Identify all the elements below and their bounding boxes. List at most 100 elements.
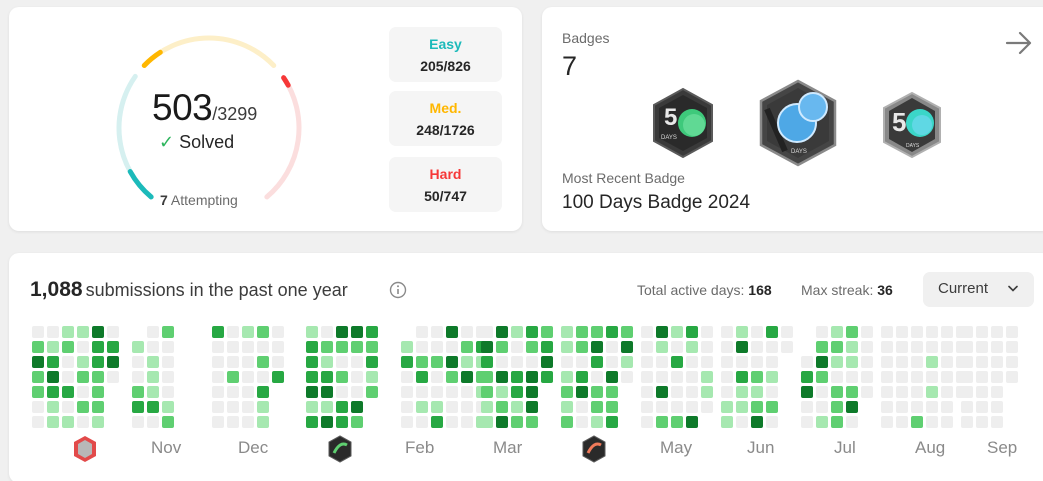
heatmap-day-cell[interactable] (766, 371, 778, 383)
heatmap-day-cell[interactable] (366, 386, 378, 398)
heatmap-day-cell[interactable] (831, 401, 843, 413)
heatmap-day-cell[interactable] (147, 341, 159, 353)
heatmap-day-cell[interactable] (541, 356, 553, 368)
heatmap-day-cell[interactable] (107, 341, 119, 353)
heatmap-day-cell[interactable] (511, 386, 523, 398)
heatmap-day-cell[interactable] (671, 401, 683, 413)
heatmap-day-cell[interactable] (926, 356, 938, 368)
heatmap-day-cell[interactable] (591, 326, 603, 338)
heatmap-day-cell[interactable] (896, 386, 908, 398)
heatmap-day-cell[interactable] (941, 356, 953, 368)
heatmap-day-cell[interactable] (751, 416, 763, 428)
heatmap-day-cell[interactable] (976, 401, 988, 413)
heatmap-day-cell[interactable] (621, 326, 633, 338)
heatmap-day-cell[interactable] (831, 371, 843, 383)
heatmap-day-cell[interactable] (641, 416, 653, 428)
heatmap-day-cell[interactable] (576, 401, 588, 413)
heatmap-day-cell[interactable] (242, 401, 254, 413)
heatmap-day-cell[interactable] (416, 371, 428, 383)
heatmap-day-cell[interactable] (461, 401, 473, 413)
heatmap-day-cell[interactable] (526, 416, 538, 428)
heatmap-day-cell[interactable] (751, 341, 763, 353)
heatmap-day-cell[interactable] (801, 386, 813, 398)
heatmap-day-cell[interactable] (496, 401, 508, 413)
heatmap-day-cell[interactable] (162, 356, 174, 368)
heatmap-day-cell[interactable] (212, 416, 224, 428)
heatmap-day-cell[interactable] (846, 386, 858, 398)
heatmap-day-cell[interactable] (591, 416, 603, 428)
heatmap-day-cell[interactable] (272, 356, 284, 368)
heatmap-day-cell[interactable] (736, 326, 748, 338)
heatmap-day-cell[interactable] (227, 416, 239, 428)
heatmap-day-cell[interactable] (162, 371, 174, 383)
heatmap-day-cell[interactable] (991, 341, 1003, 353)
heatmap-day-cell[interactable] (751, 401, 763, 413)
heatmap-day-cell[interactable] (671, 416, 683, 428)
heatmap-day-cell[interactable] (561, 371, 573, 383)
heatmap-day-cell[interactable] (801, 356, 813, 368)
heatmap-day-cell[interactable] (257, 371, 269, 383)
heatmap-day-cell[interactable] (321, 371, 333, 383)
heatmap-day-cell[interactable] (416, 386, 428, 398)
heatmap-day-cell[interactable] (701, 371, 713, 383)
heatmap-day-cell[interactable] (306, 371, 318, 383)
heatmap-day-cell[interactable] (351, 416, 363, 428)
heatmap-day-cell[interactable] (861, 341, 873, 353)
heatmap-day-cell[interactable] (511, 371, 523, 383)
heatmap-day-cell[interactable] (701, 341, 713, 353)
heatmap-day-cell[interactable] (446, 371, 458, 383)
heatmap-day-cell[interactable] (242, 341, 254, 353)
heatmap-day-cell[interactable] (257, 416, 269, 428)
heatmap-day-cell[interactable] (941, 386, 953, 398)
heatmap-day-cell[interactable] (336, 416, 348, 428)
heatmap-day-cell[interactable] (801, 401, 813, 413)
heatmap-day-cell[interactable] (481, 416, 493, 428)
heatmap-day-cell[interactable] (416, 341, 428, 353)
heatmap-day-cell[interactable] (721, 341, 733, 353)
heatmap-day-cell[interactable] (606, 356, 618, 368)
heatmap-day-cell[interactable] (336, 356, 348, 368)
heatmap-day-cell[interactable] (881, 326, 893, 338)
heatmap-day-cell[interactable] (481, 371, 493, 383)
heatmap-day-cell[interactable] (306, 416, 318, 428)
heatmap-day-cell[interactable] (132, 401, 144, 413)
heatmap-day-cell[interactable] (481, 326, 493, 338)
heatmap-day-cell[interactable] (861, 356, 873, 368)
heatmap-day-cell[interactable] (656, 401, 668, 413)
heatmap-day-cell[interactable] (941, 401, 953, 413)
heatmap-day-cell[interactable] (831, 386, 843, 398)
heatmap-day-cell[interactable] (926, 371, 938, 383)
heatmap-day-cell[interactable] (47, 401, 59, 413)
heatmap-day-cell[interactable] (321, 416, 333, 428)
heatmap-day-cell[interactable] (147, 371, 159, 383)
heatmap-day-cell[interactable] (351, 326, 363, 338)
heatmap-day-cell[interactable] (606, 326, 618, 338)
heatmap-day-cell[interactable] (257, 386, 269, 398)
heatmap-day-cell[interactable] (132, 341, 144, 353)
monthly-badge-icon[interactable] (581, 435, 607, 463)
heatmap-day-cell[interactable] (846, 356, 858, 368)
heatmap-day-cell[interactable] (227, 356, 239, 368)
heatmap-day-cell[interactable] (751, 371, 763, 383)
heatmap-day-cell[interactable] (976, 341, 988, 353)
heatmap-day-cell[interactable] (846, 416, 858, 428)
heatmap-day-cell[interactable] (686, 416, 698, 428)
heatmap-day-cell[interactable] (212, 401, 224, 413)
heatmap-day-cell[interactable] (401, 341, 413, 353)
heatmap-day-cell[interactable] (162, 401, 174, 413)
heatmap-day-cell[interactable] (461, 356, 473, 368)
heatmap-day-cell[interactable] (831, 341, 843, 353)
heatmap-day-cell[interactable] (766, 386, 778, 398)
heatmap-day-cell[interactable] (526, 326, 538, 338)
heatmap-day-cell[interactable] (751, 326, 763, 338)
heatmap-day-cell[interactable] (351, 401, 363, 413)
heatmap-day-cell[interactable] (911, 401, 923, 413)
heatmap-day-cell[interactable] (336, 386, 348, 398)
heatmap-day-cell[interactable] (351, 341, 363, 353)
heatmap-day-cell[interactable] (526, 401, 538, 413)
heatmap-day-cell[interactable] (736, 386, 748, 398)
heatmap-day-cell[interactable] (911, 341, 923, 353)
heatmap-day-cell[interactable] (641, 356, 653, 368)
heatmap-day-cell[interactable] (92, 386, 104, 398)
heatmap-day-cell[interactable] (132, 356, 144, 368)
